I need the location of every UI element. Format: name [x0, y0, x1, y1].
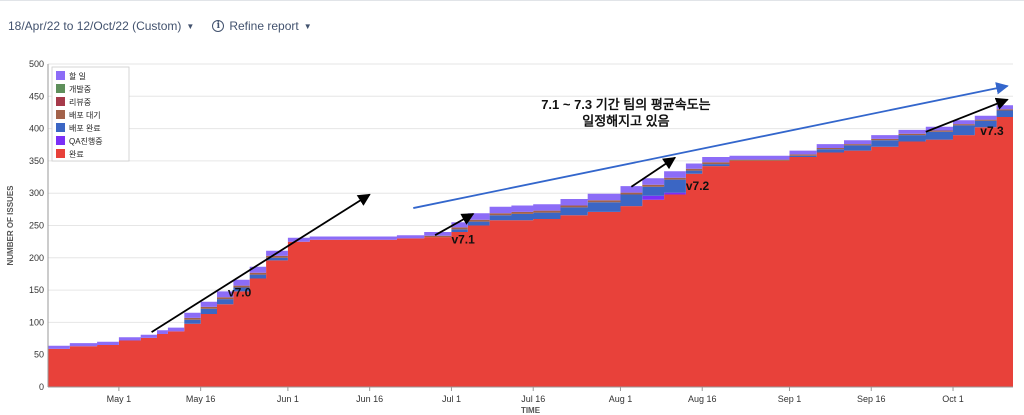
- legend-label: 완료: [69, 150, 84, 159]
- annotation-arrow: [434, 213, 475, 236]
- legend-label: QA진행중: [69, 136, 103, 146]
- y-tick-label: 300: [29, 188, 44, 198]
- date-range-label: 18/Apr/22 to 12/Oct/22 (Custom): [8, 19, 182, 33]
- version-label: v7.2: [686, 179, 710, 193]
- y-tick-label: 250: [29, 221, 44, 231]
- x-tick-label: May 16: [186, 394, 216, 404]
- refine-report-label: Refine report: [229, 19, 299, 33]
- x-tick-label: Oct 1: [942, 394, 964, 404]
- y-tick-label: 200: [29, 253, 44, 263]
- version-label: v7.1: [451, 233, 475, 247]
- annotation-note: 일정해지고 있음: [582, 113, 669, 128]
- version-label: v7.0: [228, 286, 252, 300]
- x-tick-label: Aug 16: [688, 394, 717, 404]
- legend-swatch: [56, 136, 65, 145]
- area-할-일: [48, 96, 1013, 349]
- y-tick-label: 150: [29, 285, 44, 295]
- x-tick-label: Jul 16: [521, 394, 545, 404]
- chevron-down-icon: ▼: [186, 21, 195, 31]
- x-axis-title: TIME: [521, 406, 541, 415]
- y-tick-label: 50: [34, 350, 44, 360]
- x-tick-label: Jun 1: [277, 394, 299, 404]
- annotation-note: 7.1 ~ 7.3 기간 팀의 평균속도는: [541, 97, 710, 112]
- area-완료: [48, 99, 1013, 387]
- info-icon: i: [212, 20, 225, 32]
- y-tick-label: 350: [29, 156, 44, 166]
- top-divider: [0, 0, 1024, 1]
- x-tick-label: Aug 1: [609, 394, 633, 404]
- legend-label: 할 일: [69, 71, 86, 81]
- legend-swatch: [56, 71, 65, 80]
- x-tick-label: Sep 16: [857, 394, 886, 404]
- y-tick-label: 100: [29, 317, 44, 327]
- y-tick-label: 500: [29, 59, 44, 69]
- x-tick-label: Jul 1: [442, 394, 461, 404]
- version-label: v7.3: [980, 124, 1004, 138]
- legend-swatch: [56, 123, 65, 132]
- y-axis-title: NUMBER OF ISSUES: [6, 185, 15, 266]
- x-tick-label: Jun 16: [356, 394, 383, 404]
- annotation-arrow: [151, 193, 371, 333]
- date-range-dropdown[interactable]: 18/Apr/22 to 12/Oct/22 (Custom) ▼: [8, 19, 194, 33]
- refine-report-dropdown[interactable]: i Refine report ▼: [212, 19, 312, 33]
- legend-swatch: [56, 97, 65, 106]
- legend-swatch: [56, 84, 65, 93]
- annotation-arrow: [413, 82, 1009, 209]
- legend-label: 리뷰중: [69, 98, 91, 107]
- chevron-down-icon: ▼: [303, 21, 312, 31]
- x-tick-label: May 1: [107, 394, 132, 404]
- legend-label: 배포 완료: [69, 124, 101, 133]
- legend-swatch: [56, 149, 65, 158]
- y-tick-label: 400: [29, 124, 44, 134]
- legend-label: 배포 대기: [69, 111, 101, 120]
- legend-swatch: [56, 110, 65, 119]
- report-toolbar: 18/Apr/22 to 12/Oct/22 (Custom) ▼ i Refi…: [8, 16, 312, 36]
- annotation-arrow: [925, 97, 1009, 133]
- y-tick-label: 450: [29, 91, 44, 101]
- annotation-arrow: [630, 156, 677, 188]
- x-tick-label: Sep 1: [778, 394, 802, 404]
- legend-label: 개발중: [69, 84, 91, 94]
- y-tick-label: 0: [39, 382, 44, 392]
